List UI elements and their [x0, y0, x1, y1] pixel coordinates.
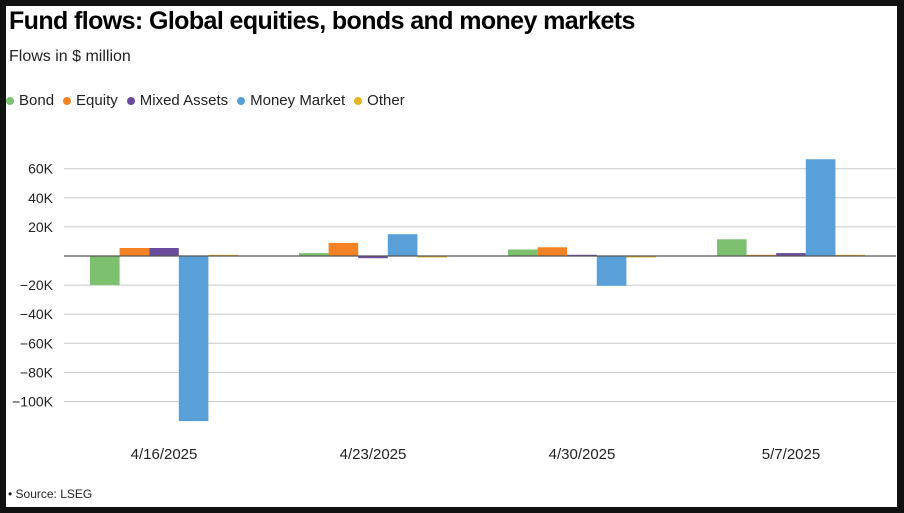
bar-equity	[537, 247, 568, 256]
y-tick-label: −60K	[20, 335, 54, 351]
legend-label: Mixed Assets	[139, 92, 229, 109]
chart-panel: Fund flows: Global equities, bonds and m…	[6, 6, 897, 507]
bar-money-market	[178, 256, 209, 422]
y-tick-label: −80K	[20, 364, 54, 380]
bar-bond	[508, 249, 538, 256]
legend-swatch	[6, 96, 14, 105]
y-tick-label: −20K	[20, 277, 54, 293]
legend-item-equity: Equity	[63, 92, 118, 109]
chart-legend: Bond Equity Mixed Assets Money Market Other	[6, 92, 414, 109]
bar-money-market	[596, 256, 627, 286]
legend-label: Money Market	[250, 92, 346, 109]
chart-title: Fund flows: Global equities, bonds and m…	[9, 7, 635, 35]
legend-item-mixed-assets: Mixed Assets	[126, 92, 229, 109]
legend-swatch	[126, 96, 135, 105]
y-tick-label: 40K	[28, 190, 54, 206]
chart-subtitle: Flows in $ million	[9, 48, 131, 65]
bar-equity	[119, 247, 150, 256]
bar-equity	[328, 242, 359, 256]
y-tick-label: 20K	[28, 219, 54, 235]
legend-swatch	[354, 96, 363, 105]
legend-item-money-market: Money Market	[237, 92, 345, 109]
bar-bond	[299, 253, 329, 256]
x-tick-label: 5/7/2025	[762, 446, 820, 463]
legend-swatch	[237, 96, 246, 105]
bar-bond	[717, 239, 747, 256]
legend-label: Equity	[76, 92, 118, 109]
bar-money-market	[387, 234, 418, 256]
bar-mixed-assets	[776, 253, 806, 256]
source-note: • Source: LSEG	[8, 487, 93, 501]
legend-item-bond: Bond	[6, 92, 54, 109]
legend-swatch	[63, 96, 72, 105]
legend-item-other: Other	[354, 92, 405, 109]
y-tick-label: 60K	[28, 161, 54, 177]
x-tick-label: 4/30/2025	[549, 446, 616, 463]
bar-mixed-assets	[149, 247, 179, 256]
bar-chart: 60K 40K 20K −20K −40K −60K −80K −100K 4/16/2025 4…	[12, 159, 896, 463]
legend-label: Other	[367, 92, 405, 109]
x-tick-label: 4/16/2025	[131, 446, 198, 463]
bar-other	[417, 256, 447, 258]
bar-mixed-assets	[358, 256, 388, 259]
legend-label: Bond	[19, 92, 55, 109]
bar-bond	[90, 256, 120, 286]
y-tick-label: −100K	[12, 394, 54, 410]
bar-other	[626, 256, 656, 258]
bar-money-market	[805, 159, 836, 256]
x-tick-label: 4/23/2025	[340, 446, 407, 463]
y-tick-label: −40K	[20, 306, 54, 322]
